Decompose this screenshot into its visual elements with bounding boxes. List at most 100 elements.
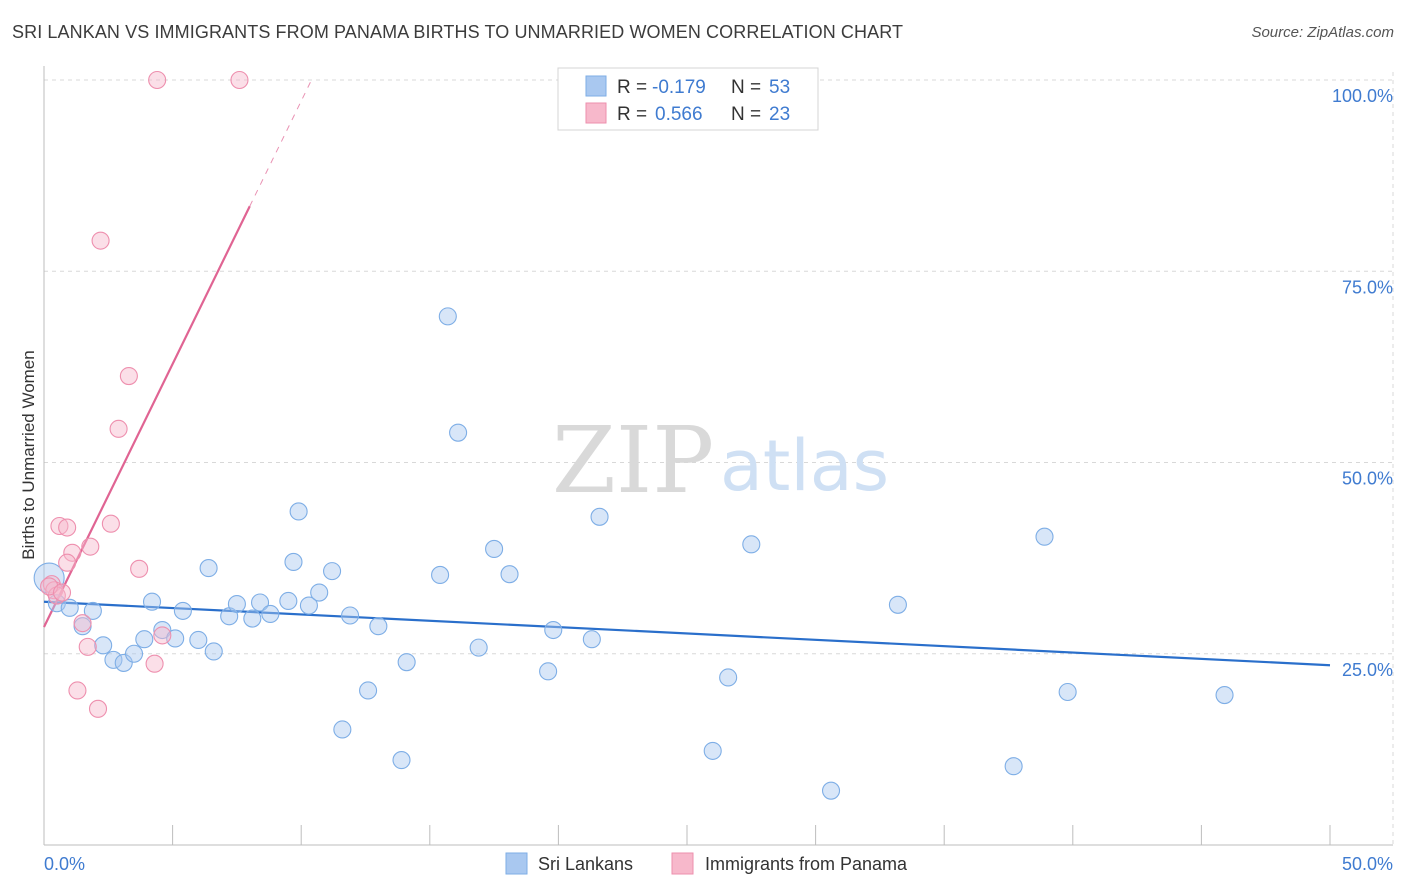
panama-point-18 bbox=[145, 654, 164, 673]
series-label-panama: Immigrants from Panama bbox=[705, 854, 908, 874]
panama-point-17 bbox=[78, 637, 97, 656]
sri-lankans-point-23 bbox=[284, 552, 303, 572]
sri-lankans-point-41 bbox=[544, 620, 563, 640]
panama-point-1 bbox=[230, 70, 249, 90]
sri-lankans-point-51 bbox=[1058, 682, 1077, 702]
chart-title: SRI LANKAN VS IMMIGRANTS FROM PANAMA BIR… bbox=[12, 22, 904, 42]
sri-lankans-point-33 bbox=[397, 653, 416, 672]
panama-point-15 bbox=[73, 614, 92, 633]
sri-lankans-point-10 bbox=[142, 592, 162, 611]
sri-lankans-point-43 bbox=[590, 507, 609, 526]
sri-lankans-point-31 bbox=[369, 617, 388, 636]
panama-point-22 bbox=[52, 583, 72, 602]
sri-lankans-point-21 bbox=[261, 604, 280, 624]
panama-point-4 bbox=[109, 419, 128, 438]
trend-line-1 bbox=[43, 205, 251, 628]
panama-point-14 bbox=[47, 586, 66, 605]
sri-lankans-point-24 bbox=[289, 502, 308, 521]
sri-lankans-point-19 bbox=[243, 609, 262, 628]
sri-lankans-point-36 bbox=[449, 423, 468, 442]
sri-lankans-point-28 bbox=[333, 720, 352, 739]
y-tick-label-3: 100.0% bbox=[1332, 86, 1393, 106]
sri-lankans-point-39 bbox=[500, 565, 519, 584]
y-tick-label-0: 25.0% bbox=[1342, 660, 1393, 680]
x-tick-label-max: 50.0% bbox=[1342, 854, 1393, 874]
sri-lankans-point-30 bbox=[359, 681, 378, 700]
sri-lankans-point-7 bbox=[114, 653, 133, 672]
trend-lines bbox=[43, 79, 1331, 667]
panama-point-3 bbox=[119, 367, 138, 386]
legend-swatch-panama bbox=[585, 102, 607, 124]
grid-layer bbox=[44, 72, 1394, 845]
legend-n-value-2: 23 bbox=[769, 104, 790, 125]
sri-lankans-point-2 bbox=[60, 598, 79, 617]
y-tick-label-1: 50.0% bbox=[1342, 469, 1393, 489]
panama-point-2 bbox=[91, 231, 110, 250]
sri-lankans-point-15 bbox=[199, 559, 218, 578]
series-swatch-panama bbox=[671, 852, 694, 875]
sri-lankans-point-34 bbox=[431, 565, 450, 585]
y-tick-label-2: 75.0% bbox=[1342, 277, 1393, 297]
legend-n-label-1: N = bbox=[731, 77, 761, 98]
sri-lankans-point-45 bbox=[719, 668, 738, 687]
sri-lankans-point-37 bbox=[469, 638, 488, 657]
legend-swatch-sri-lankans bbox=[585, 75, 607, 97]
y-tick-labels: 25.0% 50.0% 75.0% 100.0% bbox=[1332, 86, 1393, 680]
series-legend: Sri Lankans Immigrants from Panama bbox=[505, 852, 908, 875]
sri-lankans-point-20 bbox=[250, 593, 270, 612]
panama-point-8 bbox=[81, 537, 100, 556]
watermark-zip: ZIP bbox=[552, 407, 714, 514]
sri-lankans-point-38 bbox=[485, 539, 504, 558]
data-points bbox=[33, 70, 1234, 800]
sri-lankans-point-40 bbox=[539, 662, 558, 681]
legend-n-value-1: 53 bbox=[769, 77, 790, 98]
panama-point-10 bbox=[58, 553, 77, 572]
panama-point-20 bbox=[88, 699, 108, 718]
y-axis-label: Births to Unmarried Women bbox=[19, 350, 38, 559]
sri-lankans-point-47 bbox=[821, 781, 841, 800]
sri-lankans-point-27 bbox=[323, 562, 342, 581]
sri-lankans-point-11 bbox=[153, 620, 172, 640]
sri-lankans-point-46 bbox=[742, 535, 761, 554]
panama-point-9 bbox=[63, 543, 82, 562]
sri-lankans-point-25 bbox=[299, 596, 318, 615]
sri-lankans-point-29 bbox=[341, 606, 360, 625]
panama-point-5 bbox=[50, 516, 69, 536]
sri-lankans-point-35 bbox=[438, 307, 457, 326]
sri-lankans-point-22 bbox=[279, 591, 298, 611]
sri-lankans-point-42 bbox=[582, 630, 601, 649]
sri-lankans-point-8 bbox=[124, 644, 144, 663]
sri-lankans-point-16 bbox=[204, 642, 223, 661]
sri-lankans-point-18 bbox=[227, 594, 246, 614]
sri-lankans-point-5 bbox=[94, 636, 113, 655]
correlation-legend: R = -0.179 N = 53 R = 0.566 N = 23 bbox=[557, 67, 819, 131]
sri-lankans-point-50 bbox=[1035, 527, 1054, 546]
watermark: ZIP atlas bbox=[552, 407, 889, 514]
panama-point-16 bbox=[153, 626, 172, 645]
panama-point-19 bbox=[68, 681, 87, 700]
sri-lankans-point-3 bbox=[83, 601, 102, 620]
sri-lankans-point-14 bbox=[189, 630, 208, 650]
series-swatch-sri-lankans bbox=[505, 852, 528, 875]
series-label-sri-lankans: Sri Lankans bbox=[538, 854, 633, 874]
panama-point-6 bbox=[58, 518, 77, 537]
source-label: Source: ZipAtlas.com bbox=[1251, 24, 1394, 41]
legend-r-value-1: -0.179 bbox=[652, 77, 706, 98]
sri-lankans-point-9 bbox=[135, 630, 154, 649]
panama-point-0 bbox=[148, 70, 167, 90]
panama-point-11 bbox=[130, 559, 149, 578]
sri-lankans-point-13 bbox=[173, 601, 192, 620]
panama-point-7 bbox=[101, 514, 120, 533]
sri-lankans-point-52 bbox=[1215, 686, 1234, 705]
sri-lankans-point-49 bbox=[1004, 757, 1023, 776]
sri-lankans-point-6 bbox=[104, 650, 123, 669]
sri-lankans-point-48 bbox=[888, 595, 907, 614]
x-tick-label-min: 0.0% bbox=[44, 854, 85, 874]
legend-r-label-2: R = bbox=[617, 104, 647, 125]
sri-lankans-point-44 bbox=[703, 741, 722, 760]
legend-r-value-2: 0.566 bbox=[655, 104, 703, 125]
trend-line-extension-1 bbox=[249, 79, 312, 207]
axes-layer bbox=[43, 66, 1393, 846]
legend-r-label-1: R = bbox=[617, 77, 647, 98]
